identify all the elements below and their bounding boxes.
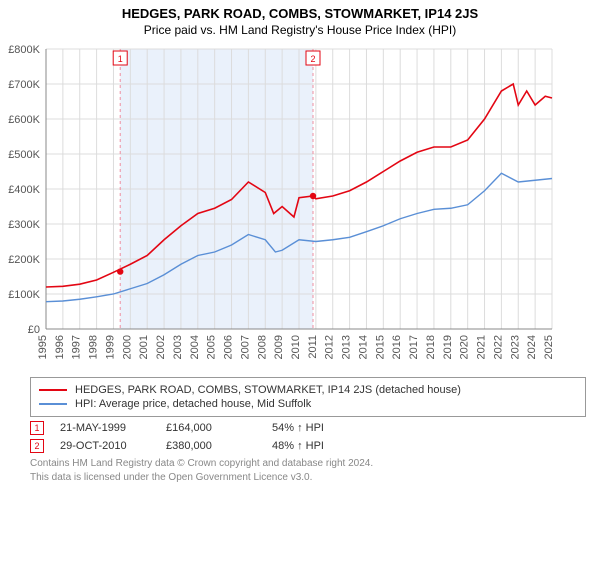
sale-marker-price: £380,000	[166, 440, 256, 452]
legend: HEDGES, PARK ROAD, COMBS, STOWMARKET, IP…	[30, 377, 586, 417]
svg-text:2015: 2015	[374, 335, 386, 359]
svg-text:2020: 2020	[459, 335, 471, 359]
svg-text:2021: 2021	[476, 335, 488, 359]
legend-label: HEDGES, PARK ROAD, COMBS, STOWMARKET, IP…	[75, 384, 461, 396]
sale-marker-pct: 48% ↑ HPI	[272, 440, 324, 452]
svg-text:2010: 2010	[290, 335, 302, 359]
sale-marker-date: 21-MAY-1999	[60, 422, 150, 434]
svg-text:2: 2	[310, 54, 315, 64]
legend-item: HEDGES, PARK ROAD, COMBS, STOWMARKET, IP…	[39, 384, 577, 396]
sale-marker-row: 1 21-MAY-1999 £164,000 54% ↑ HPI	[30, 421, 586, 435]
svg-text:2000: 2000	[121, 335, 133, 359]
legend-label: HPI: Average price, detached house, Mid …	[75, 398, 311, 410]
svg-text:2014: 2014	[357, 335, 369, 359]
sale-marker-price: £164,000	[166, 422, 256, 434]
svg-text:1: 1	[118, 54, 123, 64]
svg-text:£0: £0	[28, 324, 40, 336]
svg-text:2023: 2023	[509, 335, 521, 359]
legend-swatch	[39, 403, 67, 405]
svg-text:2025: 2025	[543, 335, 555, 359]
svg-text:1995: 1995	[37, 335, 49, 359]
chart-subtitle: Price paid vs. HM Land Registry's House …	[0, 23, 600, 37]
legend-swatch	[39, 389, 67, 391]
footer-line-1: Contains HM Land Registry data © Crown c…	[30, 457, 586, 471]
svg-text:2012: 2012	[324, 335, 336, 359]
chart-title: HEDGES, PARK ROAD, COMBS, STOWMARKET, IP…	[0, 6, 600, 21]
svg-text:2006: 2006	[223, 335, 235, 359]
svg-text:2018: 2018	[425, 335, 437, 359]
svg-text:£600K: £600K	[8, 114, 40, 126]
svg-text:2009: 2009	[273, 335, 285, 359]
svg-text:2003: 2003	[172, 335, 184, 359]
svg-text:2013: 2013	[341, 335, 353, 359]
svg-text:2019: 2019	[442, 335, 454, 359]
svg-text:2011: 2011	[307, 335, 319, 359]
svg-text:1997: 1997	[71, 335, 83, 359]
svg-text:£400K: £400K	[8, 184, 40, 196]
svg-text:£300K: £300K	[8, 219, 40, 231]
svg-text:£200K: £200K	[8, 254, 40, 266]
svg-text:2007: 2007	[239, 335, 251, 359]
svg-text:2001: 2001	[138, 335, 150, 359]
svg-text:2002: 2002	[155, 335, 167, 359]
svg-text:1998: 1998	[88, 335, 100, 359]
svg-text:2017: 2017	[408, 335, 420, 359]
svg-text:£500K: £500K	[8, 149, 40, 161]
chart-area: £0 £100K £200K £300K £400K £500K £600K £700K £80…	[0, 41, 600, 371]
sale-marker-row: 2 29-OCT-2010 £380,000 48% ↑ HPI	[30, 439, 586, 453]
sale-marker-pct: 54% ↑ HPI	[272, 422, 324, 434]
copyright-footer: Contains HM Land Registry data © Crown c…	[30, 457, 586, 484]
sale-marker-number: 2	[30, 439, 44, 453]
svg-text:£700K: £700K	[8, 79, 40, 91]
svg-text:2004: 2004	[189, 335, 201, 359]
line-chart: £0 £100K £200K £300K £400K £500K £600K £700K £80…	[0, 41, 560, 371]
footer-line-2: This data is licensed under the Open Gov…	[30, 471, 586, 485]
svg-text:2024: 2024	[526, 335, 538, 359]
svg-text:1996: 1996	[54, 335, 66, 359]
svg-text:2016: 2016	[391, 335, 403, 359]
sale-marker-date: 29-OCT-2010	[60, 440, 150, 452]
sale-markers-table: 1 21-MAY-1999 £164,000 54% ↑ HPI 2 29-OCT-201…	[30, 421, 586, 453]
svg-text:2005: 2005	[206, 335, 218, 359]
svg-text:£100K: £100K	[8, 289, 40, 301]
svg-text:1999: 1999	[104, 335, 116, 359]
sale-marker-number: 1	[30, 421, 44, 435]
svg-text:£800K: £800K	[8, 44, 40, 56]
legend-item: HPI: Average price, detached house, Mid …	[39, 398, 577, 410]
svg-text:2008: 2008	[256, 335, 268, 359]
svg-text:2022: 2022	[492, 335, 504, 359]
